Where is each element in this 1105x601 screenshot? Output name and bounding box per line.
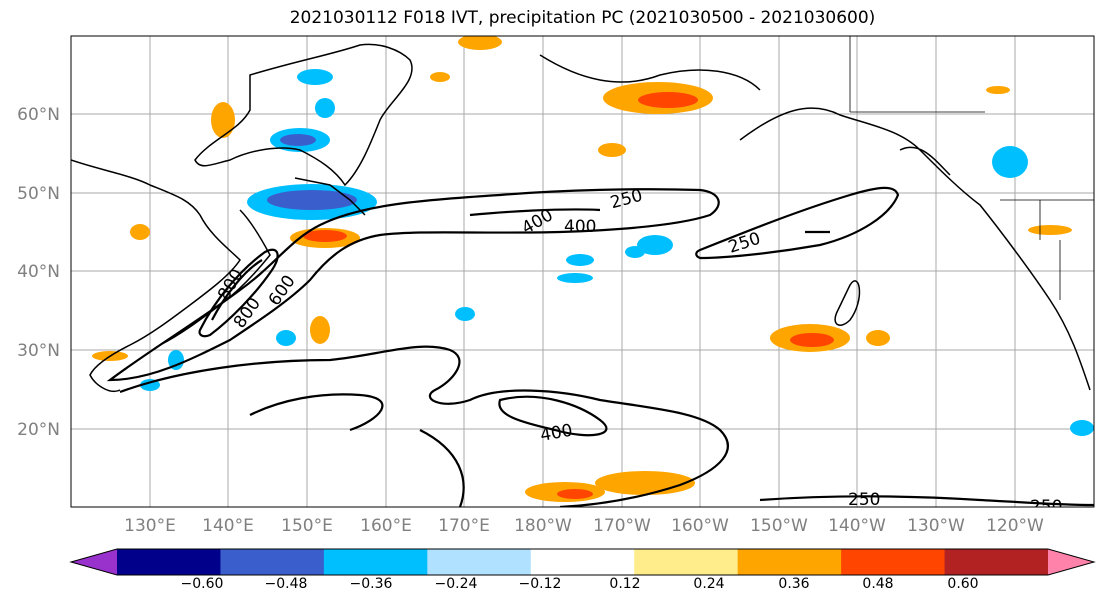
lon-label: 150°E bbox=[281, 516, 333, 536]
colorbar-tick-label: 0.24 bbox=[693, 576, 724, 592]
colorbar-extension-low bbox=[71, 549, 117, 575]
lon-label: 160°W bbox=[671, 516, 729, 536]
lon-label: 140°E bbox=[202, 516, 254, 536]
map-plot-area: 250 400 400 250 800 800 600 400 250 250 bbox=[71, 36, 1094, 517]
lon-label: 180°W bbox=[514, 516, 572, 536]
map-title: 2021030112 F018 IVT, precipitation PC (2… bbox=[289, 8, 876, 28]
colorbar-ticks: −0.60 −0.48 −0.36 −0.24 −0.12 0.12 0.24 … bbox=[181, 576, 979, 592]
lat-label: 30°N bbox=[17, 341, 60, 361]
colorbar-tick-label: −0.24 bbox=[435, 576, 478, 592]
colorbar-segment bbox=[117, 549, 221, 575]
colorbar-segment bbox=[323, 549, 428, 575]
lon-label: 130°E bbox=[124, 516, 176, 536]
lon-label: 160°E bbox=[360, 516, 412, 536]
lon-label: 120°W bbox=[986, 516, 1044, 536]
lon-label: 130°W bbox=[907, 516, 965, 536]
colorbar-tick-label: 0.36 bbox=[778, 576, 809, 592]
colorbar-segment bbox=[427, 549, 532, 575]
colorbar-tick-label: −0.60 bbox=[181, 576, 224, 592]
lat-label: 60°N bbox=[17, 105, 60, 125]
colorbar-segment bbox=[944, 549, 1049, 575]
lat-label: 50°N bbox=[17, 184, 60, 204]
coastlines bbox=[71, 43, 1091, 392]
contour-label: 400 bbox=[539, 421, 574, 446]
lon-label: 170°W bbox=[593, 516, 651, 536]
ivt-contours bbox=[106, 186, 1094, 507]
colorbar-tick-label: −0.36 bbox=[350, 576, 393, 592]
lat-label: 20°N bbox=[17, 420, 60, 440]
precip-positive-anomalies bbox=[92, 36, 1072, 502]
colorbar-tick-label: −0.12 bbox=[519, 576, 562, 592]
contour-label: 400 bbox=[564, 217, 596, 237]
contour-label: 600 bbox=[265, 272, 300, 310]
colorbar-extension-high bbox=[1048, 549, 1094, 575]
longitude-labels: 130°E 140°E 150°E 160°E 170°E 180°W 170°… bbox=[124, 516, 1044, 536]
colorbar-tick-label: −0.48 bbox=[265, 576, 308, 592]
contour-label: 800 bbox=[230, 294, 265, 332]
lon-label: 150°W bbox=[750, 516, 808, 536]
colorbar-tick-label: 0.48 bbox=[862, 576, 893, 592]
lon-label: 170°E bbox=[438, 516, 490, 536]
colorbar-outline bbox=[69, 548, 1096, 576]
graticule bbox=[71, 36, 1094, 507]
colorbar-tick-label: 0.12 bbox=[609, 576, 640, 592]
precip-negative-anomalies bbox=[140, 69, 1094, 436]
borders bbox=[849, 36, 1094, 300]
contour-label: 250 bbox=[848, 490, 880, 510]
lat-label: 40°N bbox=[17, 262, 60, 282]
colorbar-segment bbox=[530, 549, 635, 575]
colorbar-tick-label: 0.60 bbox=[947, 576, 978, 592]
colorbar bbox=[69, 548, 1096, 576]
contour-label: 250 bbox=[1030, 497, 1062, 517]
map-frame bbox=[70, 35, 1095, 508]
latitude-labels: 60°N 50°N 40°N 30°N 20°N bbox=[17, 105, 60, 440]
colorbar-segment bbox=[634, 549, 739, 575]
lon-label: 140°W bbox=[828, 516, 886, 536]
colorbar-segment bbox=[220, 549, 325, 575]
colorbar-segment bbox=[841, 549, 946, 575]
colorbar-segment bbox=[737, 549, 842, 575]
